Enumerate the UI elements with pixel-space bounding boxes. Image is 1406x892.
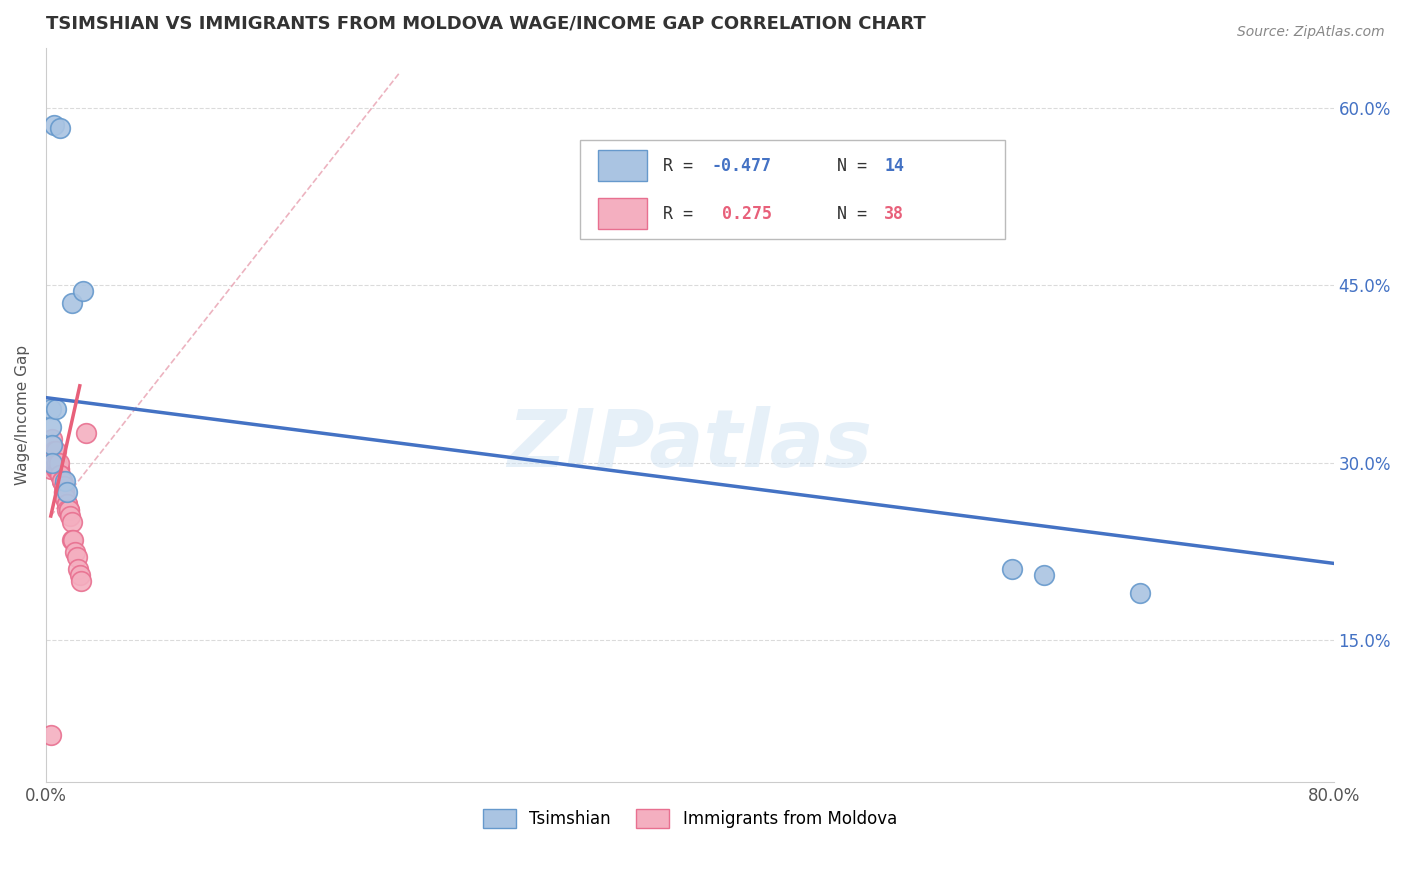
Point xyxy=(59,508,82,523)
Point xyxy=(62,533,84,547)
Bar xyxy=(599,198,647,229)
Point xyxy=(39,728,62,742)
Point xyxy=(48,461,70,475)
Point xyxy=(48,461,70,475)
Point xyxy=(58,503,80,517)
Point xyxy=(41,432,63,446)
Point xyxy=(53,491,76,506)
Point xyxy=(39,461,62,475)
Point xyxy=(46,456,69,470)
Point xyxy=(42,119,65,133)
Point xyxy=(60,515,83,529)
Point xyxy=(56,497,79,511)
Text: R =: R = xyxy=(662,157,703,175)
Point xyxy=(41,456,63,470)
Legend: Tsimshian, Immigrants from Moldova: Tsimshian, Immigrants from Moldova xyxy=(474,800,905,837)
Point xyxy=(39,420,62,434)
Text: TSIMSHIAN VS IMMIGRANTS FROM MOLDOVA WAGE/INCOME GAP CORRELATION CHART: TSIMSHIAN VS IMMIGRANTS FROM MOLDOVA WAG… xyxy=(46,15,925,33)
Point xyxy=(45,402,67,417)
Point xyxy=(51,474,73,488)
Point xyxy=(52,485,75,500)
Point xyxy=(48,456,70,470)
Point xyxy=(53,474,76,488)
Text: R =: R = xyxy=(662,204,703,223)
Point xyxy=(49,467,72,482)
Point xyxy=(65,550,87,565)
Point xyxy=(52,479,75,493)
Point xyxy=(1001,562,1024,576)
Point xyxy=(41,456,63,470)
Point xyxy=(1129,586,1152,600)
Point xyxy=(49,467,72,482)
Point xyxy=(52,485,75,500)
Point xyxy=(46,461,69,475)
Point xyxy=(49,120,72,135)
FancyBboxPatch shape xyxy=(581,140,1005,239)
Text: 14: 14 xyxy=(884,157,904,175)
Point xyxy=(70,574,93,588)
Point xyxy=(42,450,65,464)
Point xyxy=(39,402,62,417)
Point xyxy=(42,456,65,470)
Point xyxy=(69,568,91,582)
Bar xyxy=(599,151,647,181)
Text: -0.477: -0.477 xyxy=(711,157,772,175)
Point xyxy=(53,491,76,506)
Point xyxy=(72,284,94,298)
Text: 38: 38 xyxy=(884,204,904,223)
Point xyxy=(45,461,67,475)
Y-axis label: Wage/Income Gap: Wage/Income Gap xyxy=(15,345,30,485)
Point xyxy=(41,438,63,452)
Point xyxy=(42,444,65,458)
Point xyxy=(1032,568,1054,582)
Text: Source: ZipAtlas.com: Source: ZipAtlas.com xyxy=(1237,25,1385,39)
Point xyxy=(58,503,80,517)
Point xyxy=(51,474,73,488)
Point xyxy=(75,426,97,441)
Point xyxy=(63,544,86,558)
Text: N =: N = xyxy=(837,204,876,223)
Point xyxy=(67,562,90,576)
Point xyxy=(56,485,79,500)
Point xyxy=(56,503,79,517)
Point xyxy=(56,497,79,511)
Point xyxy=(45,444,67,458)
Text: N =: N = xyxy=(837,157,876,175)
Point xyxy=(60,296,83,310)
Text: ZIPatlas: ZIPatlas xyxy=(508,406,872,483)
Point xyxy=(60,533,83,547)
Text: 0.275: 0.275 xyxy=(711,204,772,223)
